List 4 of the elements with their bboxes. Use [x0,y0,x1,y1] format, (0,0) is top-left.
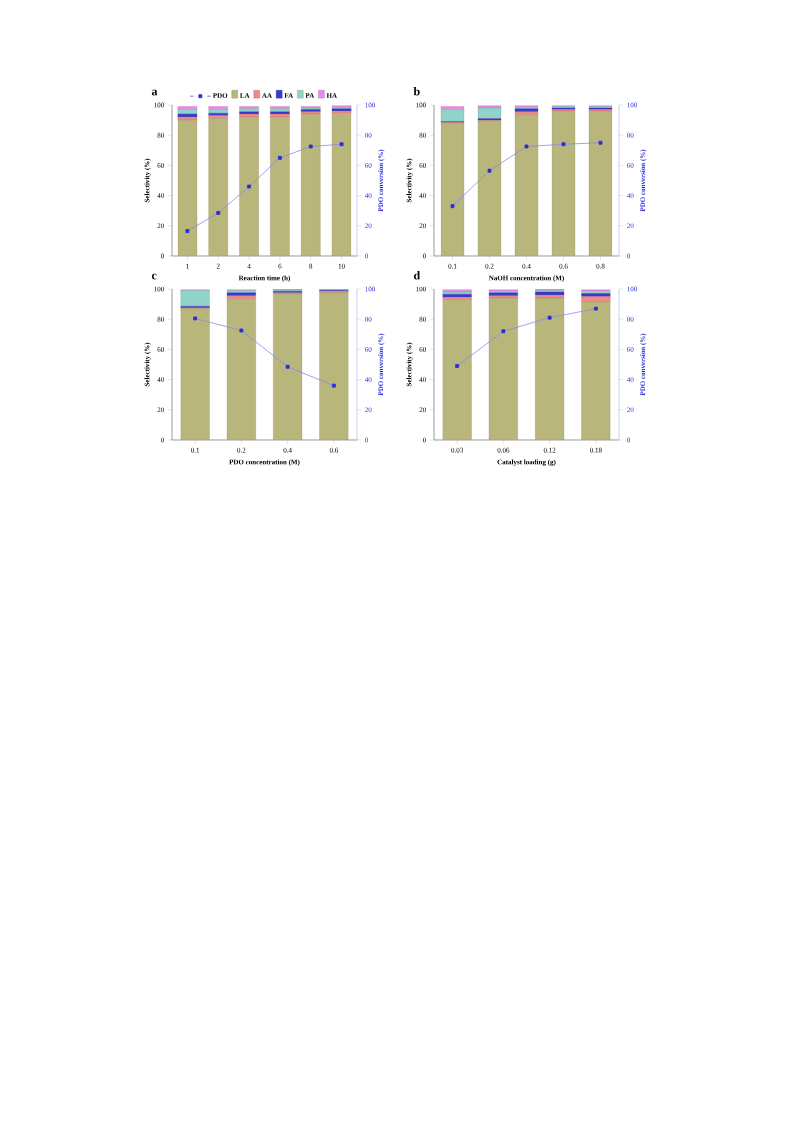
chart-title: a [151,89,158,96]
chart-title: b [413,87,420,96]
chart-title: c [151,273,157,280]
chart-title: d [413,271,421,280]
